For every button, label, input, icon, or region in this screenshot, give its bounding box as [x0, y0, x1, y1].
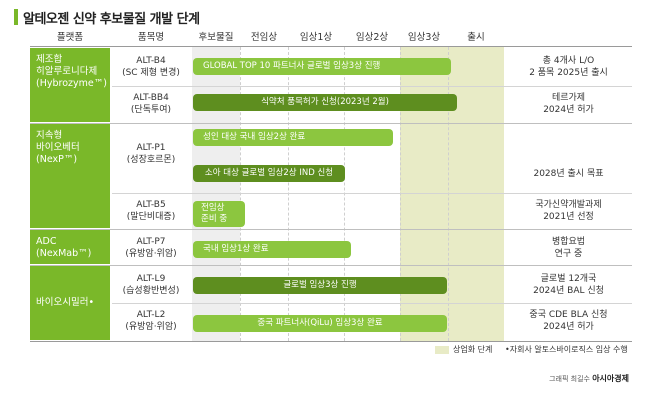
commercial-stage-band — [400, 47, 504, 341]
note-alt-b5: 국가신약개발과제 2021년 선정 — [535, 200, 602, 222]
product-alt-b4: ALT-B4 (SC 제형 변경) — [122, 56, 180, 78]
product-alt-l9: ALT-L9 (습성황반변성) — [122, 274, 180, 296]
category-nexp: 지속형 바이오베터 (NexP™) — [30, 124, 110, 228]
legend-footnote: •자회사 알토스바이로직스 임상 수행 — [505, 345, 628, 354]
row-divider — [112, 303, 632, 304]
header-divider — [30, 46, 632, 47]
category-divider — [30, 123, 632, 124]
progress-bar-alt-p1-adult: 성인 대상 국내 임상2상 완료 — [193, 129, 393, 146]
header-phase1: 임상1상 — [299, 32, 333, 43]
gridline — [288, 47, 290, 341]
gridline — [344, 47, 346, 341]
header-product: 품목명 — [137, 32, 165, 43]
progress-bar-alt-l2: 중국 파트너사(QiLu) 임상3상 완료 — [193, 315, 447, 332]
product-alt-b5: ALT-B5 (말단비대증) — [126, 200, 176, 222]
product-alt-bb4: ALT-BB4 (단독투여) — [130, 93, 172, 115]
note-alt-bb4: 테르가제 2024년 허가 — [543, 93, 594, 115]
header-preclinical: 전임상 — [250, 32, 278, 43]
row-divider — [112, 193, 632, 194]
credit-brand: 아시아경제 — [592, 374, 629, 383]
header-phase3: 임상3상 — [407, 32, 441, 43]
note-alt-l9: 글로벌 12개국 2024년 BAL 신청 — [533, 274, 604, 296]
note-alt-p1: 2028년 출시 목표 — [533, 169, 604, 179]
category-adc: ADC (NexMab™) — [30, 230, 110, 264]
header-launch: 출시 — [467, 32, 485, 43]
note-alt-l2: 중국 CDE BLA 신청 2024년 허가 — [529, 310, 608, 332]
product-alt-p7: ALT-P7 (유방암·위암) — [125, 237, 177, 259]
title-accent-bar — [14, 9, 18, 25]
gridline — [400, 47, 402, 341]
category-divider — [30, 229, 632, 230]
note-alt-b4: 총 4개사 L/O 2 품목 2025년 출시 — [529, 56, 608, 78]
gridline — [448, 47, 450, 341]
note-alt-p7: 병합요법 연구 중 — [551, 237, 586, 259]
table-bottom-line — [30, 341, 632, 342]
product-alt-p1: ALT-P1 (성장호르몬) — [126, 143, 176, 165]
progress-bar-alt-p1-pediatric: 소아 대상 글로벌 임상2상 IND 신청 — [193, 165, 345, 182]
candidate-column-band — [192, 47, 240, 341]
row-divider — [112, 86, 632, 87]
progress-bar-alt-b5: 전임상 준비 중 — [193, 201, 245, 227]
progress-bar-alt-bb4: 식약처 품목허가 신청(2023년 2월) — [193, 94, 457, 111]
progress-bar-alt-b4: GLOBAL TOP 10 파트너사 글로벌 임상3상 진행 — [193, 58, 451, 75]
header-phase2: 임상2상 — [355, 32, 389, 43]
category-hybrozyme: 제조합 히알루로니다제 (Hybrozyme™) — [30, 48, 110, 122]
credit: 그래픽 최길수 아시아경제 — [549, 373, 629, 384]
page-title: 알테오젠 신약 후보물질 개발 단계 — [23, 12, 200, 27]
legend-commercial-swatch — [435, 346, 449, 354]
header-candidate: 후보물질 — [198, 32, 234, 43]
credit-prefix: 그래픽 최길수 — [549, 375, 590, 383]
category-divider — [30, 265, 632, 266]
category-biosimilar: 바이오시밀러• — [30, 266, 110, 340]
product-alt-l2: ALT-L2 (유방암·위암) — [125, 310, 177, 332]
header-platform: 플랫폼 — [56, 32, 84, 43]
legend-commercial-label: 상업화 단계 — [453, 345, 493, 354]
gridline — [240, 47, 242, 341]
progress-bar-alt-l9: 글로벌 임상3상 진행 — [193, 277, 447, 294]
progress-bar-alt-p7: 국내 임상1상 완료 — [193, 241, 351, 258]
